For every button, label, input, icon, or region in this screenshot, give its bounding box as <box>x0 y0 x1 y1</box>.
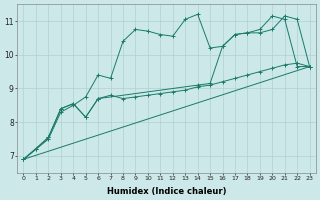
X-axis label: Humidex (Indice chaleur): Humidex (Indice chaleur) <box>107 187 226 196</box>
